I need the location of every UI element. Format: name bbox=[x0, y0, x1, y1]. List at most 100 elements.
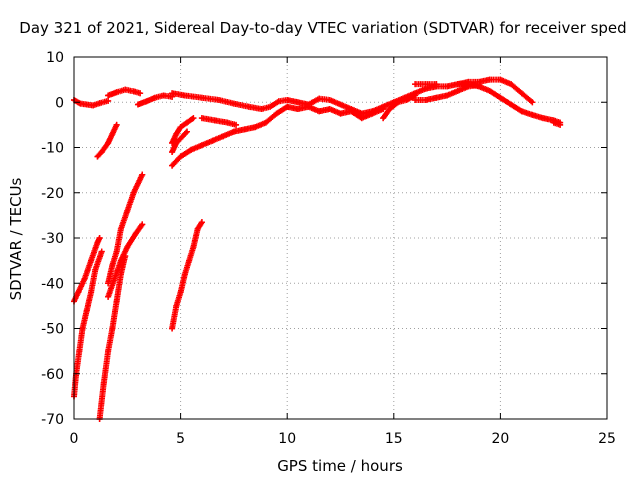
data-point bbox=[117, 257, 124, 264]
data-point bbox=[316, 95, 323, 102]
x-tick-label: 0 bbox=[70, 431, 79, 447]
data-point bbox=[497, 94, 504, 101]
data-point bbox=[444, 83, 451, 90]
data-series-s17 bbox=[284, 103, 387, 122]
data-point bbox=[181, 92, 188, 99]
data-point bbox=[518, 108, 525, 115]
data-point bbox=[94, 153, 101, 160]
data-point bbox=[117, 225, 124, 232]
data-point bbox=[124, 207, 131, 214]
data-point bbox=[109, 130, 116, 137]
y-tick-labels: -70 -60 -50 -40 -30 -20 -10 0 10 bbox=[41, 50, 64, 428]
data-point bbox=[529, 111, 536, 118]
data-track bbox=[94, 121, 120, 160]
data-point bbox=[113, 248, 120, 255]
data-point bbox=[130, 88, 137, 95]
data-point bbox=[198, 142, 205, 149]
data-point bbox=[183, 119, 190, 126]
data-point bbox=[152, 94, 159, 101]
data-point bbox=[358, 115, 365, 122]
data-point bbox=[230, 128, 237, 135]
data-point bbox=[132, 230, 139, 237]
data-series-s9 bbox=[134, 92, 176, 108]
data-point bbox=[233, 121, 240, 128]
data-point bbox=[273, 110, 280, 117]
data-point bbox=[111, 275, 118, 282]
data-track bbox=[169, 103, 291, 169]
x-tick-label: 15 bbox=[385, 431, 403, 447]
data-track bbox=[169, 219, 205, 332]
data-point bbox=[83, 101, 90, 108]
data-point bbox=[326, 106, 333, 113]
data-series-s10 bbox=[169, 90, 291, 113]
data-point bbox=[476, 83, 483, 90]
data-point bbox=[88, 257, 95, 264]
data-series-s14 bbox=[198, 115, 240, 128]
data-point bbox=[294, 106, 301, 113]
data-point bbox=[113, 121, 120, 128]
data-point bbox=[173, 302, 180, 309]
data-point bbox=[433, 81, 440, 88]
data-point bbox=[137, 90, 144, 97]
chart-title: Day 321 of 2021, Sidereal Day-to-day VTE… bbox=[19, 19, 626, 37]
data-point bbox=[143, 98, 150, 105]
data-point bbox=[100, 379, 107, 386]
data-point bbox=[211, 117, 218, 124]
data-point bbox=[294, 99, 301, 106]
data-point bbox=[194, 225, 201, 232]
data-point bbox=[540, 115, 547, 122]
x-tick-label: 20 bbox=[491, 431, 509, 447]
data-point bbox=[105, 97, 112, 104]
y-tick-label: -70 bbox=[41, 412, 64, 428]
data-point bbox=[109, 262, 116, 269]
y-tick-label: 10 bbox=[46, 50, 64, 66]
data-point bbox=[76, 348, 83, 355]
data-point bbox=[169, 90, 176, 97]
data-points bbox=[71, 76, 564, 422]
data-point bbox=[326, 96, 333, 103]
data-point bbox=[139, 171, 146, 178]
data-series-s8 bbox=[105, 86, 144, 99]
data-point bbox=[454, 81, 461, 88]
data-point bbox=[337, 101, 344, 108]
data-series-s13 bbox=[169, 128, 190, 156]
data-point bbox=[486, 76, 493, 83]
data-point bbox=[454, 87, 461, 94]
data-point bbox=[305, 103, 312, 110]
data-point bbox=[395, 99, 402, 106]
data-series-s18 bbox=[380, 92, 419, 122]
data-point bbox=[198, 94, 205, 101]
data-point bbox=[134, 101, 141, 108]
data-point bbox=[177, 289, 184, 296]
data-point bbox=[98, 248, 105, 255]
data-point bbox=[412, 81, 419, 88]
data-point bbox=[160, 92, 167, 99]
data-track bbox=[169, 115, 197, 146]
data-series-s11 bbox=[169, 103, 291, 169]
data-series-s19 bbox=[412, 81, 440, 88]
data-point bbox=[105, 92, 112, 99]
data-point bbox=[550, 119, 557, 126]
data-point bbox=[230, 100, 237, 107]
data-point bbox=[81, 275, 88, 282]
y-tick-label: -60 bbox=[41, 367, 64, 383]
x-tick-label: 25 bbox=[598, 431, 616, 447]
data-point bbox=[465, 81, 472, 88]
data-point bbox=[75, 289, 82, 296]
data-point bbox=[422, 81, 429, 88]
data-point bbox=[77, 100, 84, 107]
data-point bbox=[433, 94, 440, 101]
data-point bbox=[88, 289, 95, 296]
data-series-s12 bbox=[169, 115, 197, 146]
data-point bbox=[209, 137, 216, 144]
y-tick-label: -20 bbox=[41, 186, 64, 202]
data-point bbox=[92, 266, 99, 273]
data-point bbox=[169, 325, 176, 332]
data-point bbox=[316, 108, 323, 115]
data-point bbox=[267, 103, 274, 110]
data-point bbox=[508, 81, 515, 88]
data-point bbox=[198, 115, 205, 122]
data-point bbox=[386, 106, 393, 113]
data-point bbox=[90, 102, 97, 109]
data-point bbox=[113, 89, 120, 96]
